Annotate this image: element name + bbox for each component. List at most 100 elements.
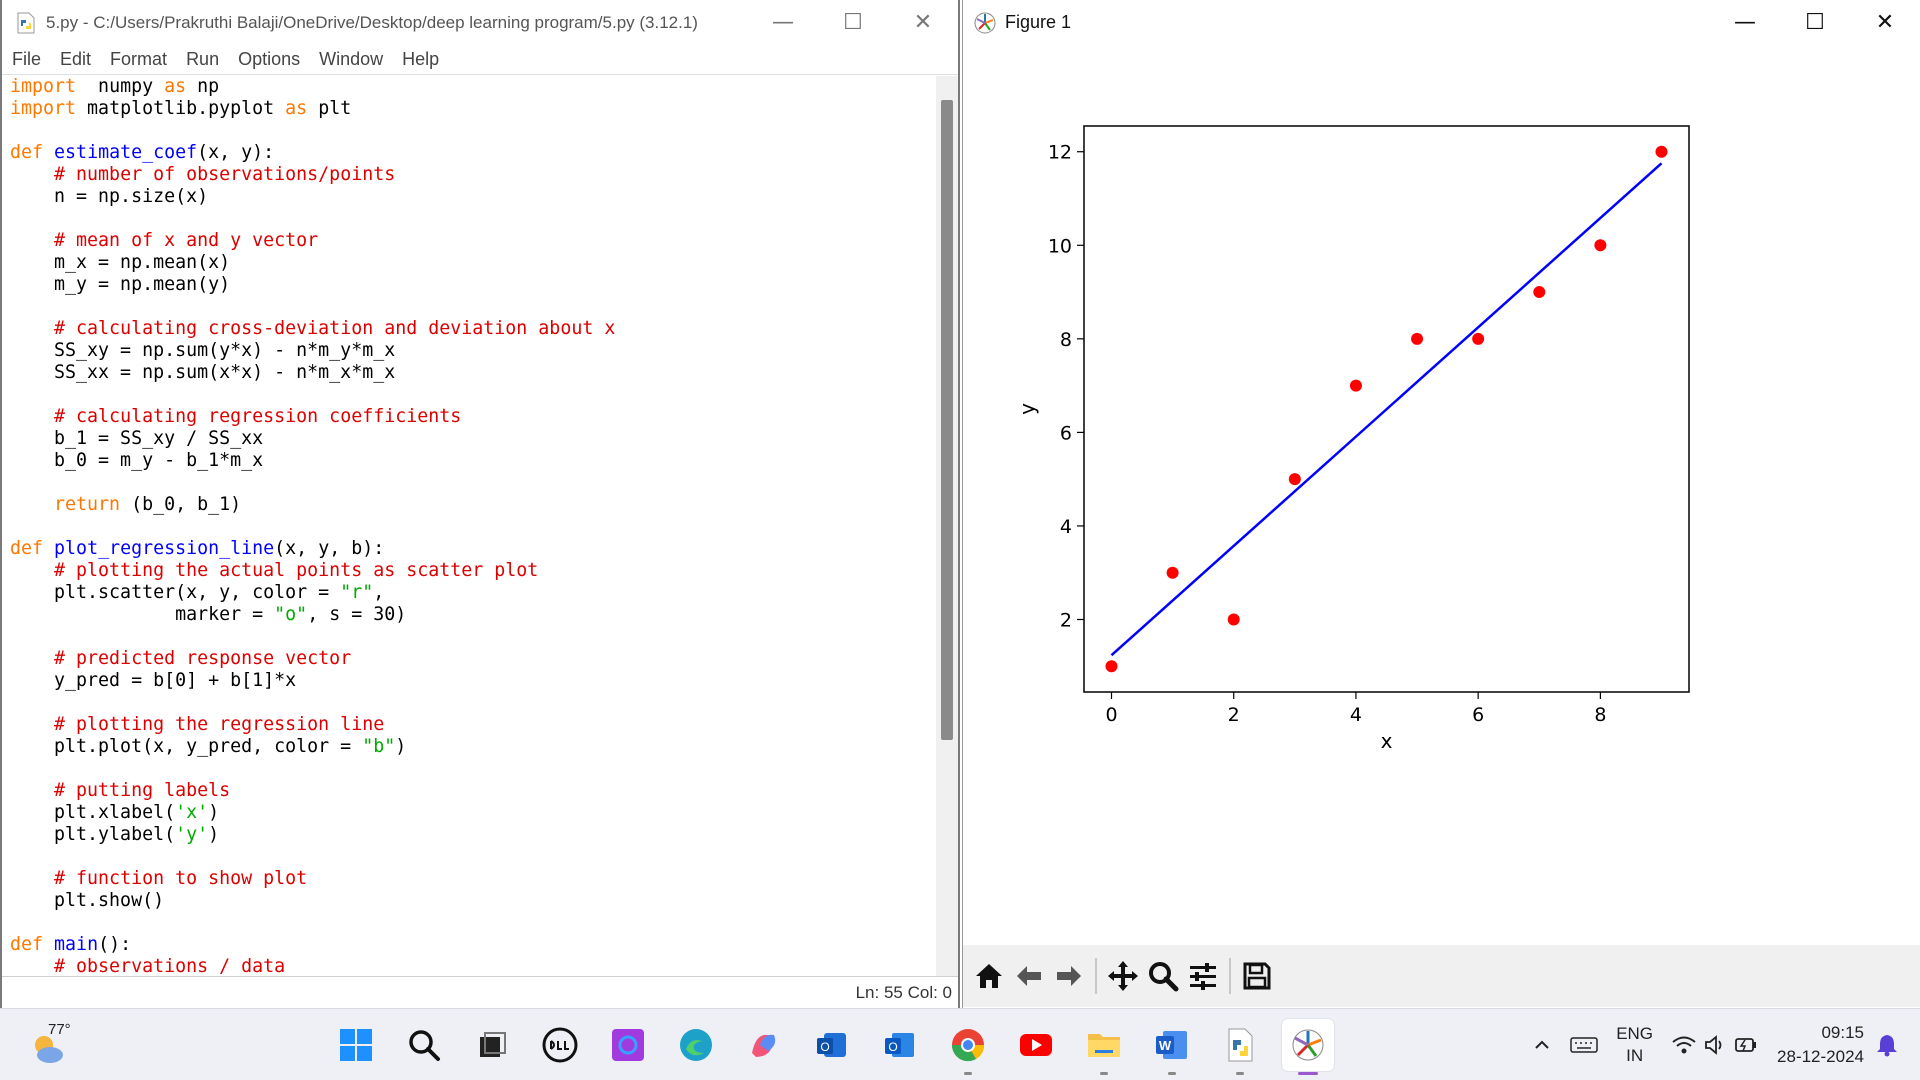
code-line[interactable]: plt.ylabel('y')	[8, 824, 936, 846]
code-line[interactable]	[8, 626, 936, 648]
code-line[interactable]	[8, 472, 936, 494]
code-line[interactable]: return (b_0, b_1)	[8, 494, 936, 516]
code-line[interactable]: b_1 = SS_xy / SS_xx	[8, 428, 936, 450]
configure-subplots-button[interactable]	[1183, 954, 1223, 998]
code-line[interactable]: n = np.size(x)	[8, 186, 936, 208]
language-indicator[interactable]: ENG IN	[1616, 1023, 1653, 1067]
code-line[interactable]: import numpy as np	[8, 76, 936, 98]
dell-app-button[interactable]	[534, 1019, 586, 1071]
code-line[interactable]: # calculating cross-deviation and deviat…	[8, 318, 936, 340]
code-line[interactable]: # function to show plot	[8, 868, 936, 890]
word-button[interactable]: W	[1146, 1019, 1198, 1075]
code-editor[interactable]: import numpy as np import matplotlib.pypl…	[8, 76, 936, 976]
code-token: # number of observations/points	[54, 164, 396, 185]
code-token: plot_regression_line	[54, 538, 275, 559]
notifications-button[interactable]	[1876, 1033, 1898, 1057]
code-line[interactable]: m_y = np.mean(y)	[8, 274, 936, 296]
code-line[interactable]	[8, 120, 936, 142]
idle-python-button[interactable]	[1214, 1019, 1266, 1075]
code-line[interactable]: # calculating regression coefficients	[8, 406, 936, 428]
code-line[interactable]	[8, 384, 936, 406]
youtube-button[interactable]	[1010, 1019, 1062, 1071]
figure-maximize-button[interactable]: ☐	[1805, 10, 1825, 35]
plot-canvas[interactable]: 0 2 4 6 8 2 4 6 8 10 12 x y	[963, 45, 1920, 945]
file-explorer-button[interactable]	[1078, 1019, 1130, 1075]
menu-options[interactable]: Options	[238, 49, 301, 69]
code-line[interactable]	[8, 846, 936, 868]
menu-help[interactable]: Help	[402, 49, 440, 69]
language-region: IN	[1626, 1046, 1644, 1065]
code-line[interactable]	[8, 208, 936, 230]
menu-window[interactable]: Window	[319, 49, 384, 69]
show-hidden-icons-button[interactable]	[1532, 1035, 1552, 1055]
menu-run[interactable]: Run	[186, 49, 220, 69]
code-line[interactable]: b_0 = m_y - b_1*m_x	[8, 450, 936, 472]
start-button[interactable]	[330, 1019, 382, 1071]
back-button[interactable]	[1009, 954, 1049, 998]
arrow-left-icon	[1017, 966, 1041, 986]
chrome-button[interactable]	[942, 1019, 994, 1075]
menu-format[interactable]: Format	[110, 49, 168, 69]
code-line[interactable]: y_pred = b[0] + b[1]*x	[8, 670, 936, 692]
minimize-button[interactable]: —	[772, 10, 794, 35]
clock-time: 09:15	[1821, 1023, 1864, 1042]
scrollbar-thumb[interactable]	[941, 100, 953, 740]
code-line[interactable]: # mean of x and y vector	[8, 230, 936, 252]
code-line[interactable]: def plot_regression_line(x, y, b):	[8, 538, 936, 560]
figure-close-button[interactable]: ✕	[1875, 10, 1895, 35]
outlook-new-button[interactable]: O	[806, 1019, 858, 1071]
outlook-button[interactable]: O	[874, 1019, 926, 1071]
figure-titlebar[interactable]: Figure 1 — ☐ ✕	[963, 0, 1920, 45]
save-figure-button[interactable]	[1237, 954, 1277, 998]
code-line[interactable]: SS_xy = np.sum(y*x) - n*m_y*m_x	[8, 340, 936, 362]
code-line[interactable]: marker = "o", s = 30)	[8, 604, 936, 626]
code-line[interactable]	[8, 758, 936, 780]
code-line[interactable]: plt.plot(x, y_pred, color = "b")	[8, 736, 936, 758]
code-token: import	[10, 98, 77, 119]
home-button[interactable]	[969, 954, 1009, 998]
code-line[interactable]: # number of observations/points	[8, 164, 936, 186]
editor-titlebar[interactable]: 5.py - C:/Users/Prakruthi Balaji/OneDriv…	[2, 0, 958, 45]
close-button[interactable]: ✕	[913, 10, 933, 35]
code-line[interactable]: import matplotlib.pyplot as plt	[8, 98, 936, 120]
code-token: import	[10, 76, 77, 97]
code-line[interactable]	[8, 692, 936, 714]
bell-icon	[1877, 1035, 1897, 1057]
weather-widget[interactable]: 77°	[28, 1021, 88, 1067]
keyboard-button[interactable]	[1570, 1035, 1598, 1055]
maximize-button[interactable]: ☐	[843, 10, 863, 35]
running-indicator	[964, 1072, 972, 1075]
code-line[interactable]: plt.scatter(x, y, color = "r",	[8, 582, 936, 604]
menu-edit[interactable]: Edit	[60, 49, 92, 69]
purple-app-button[interactable]	[602, 1019, 654, 1071]
copilot-button[interactable]	[738, 1019, 790, 1071]
code-line[interactable]: # plotting the actual points as scatter …	[8, 560, 936, 582]
code-line[interactable]: m_x = np.mean(x)	[8, 252, 936, 274]
code-line[interactable]: # observations / data	[8, 956, 936, 976]
edge-browser-button[interactable]	[670, 1019, 722, 1071]
code-line[interactable]: def estimate_coef(x, y):	[8, 142, 936, 164]
editor-scrollbar[interactable]	[936, 76, 958, 976]
code-token: )	[208, 824, 220, 845]
clock[interactable]: 09:15 28-12-2024	[1777, 1021, 1864, 1069]
code-line[interactable]: # putting labels	[8, 780, 936, 802]
code-token: as	[164, 76, 187, 97]
zoom-button[interactable]	[1143, 954, 1183, 998]
figure-minimize-button[interactable]: —	[1734, 10, 1756, 35]
code-line[interactable]: # predicted response vector	[8, 648, 936, 670]
forward-button[interactable]	[1049, 954, 1089, 998]
code-line[interactable]	[8, 296, 936, 318]
search-button[interactable]	[398, 1019, 450, 1071]
code-line[interactable]: SS_xx = np.sum(x*x) - n*m_x*m_x	[8, 362, 936, 384]
menu-file[interactable]: File	[12, 49, 42, 69]
matplotlib-figure-button[interactable]	[1282, 1019, 1334, 1075]
code-line[interactable]: plt.xlabel('x')	[8, 802, 936, 824]
code-line[interactable]: plt.show()	[8, 890, 936, 912]
code-line[interactable]	[8, 516, 936, 538]
code-line[interactable]	[8, 912, 936, 934]
pan-button[interactable]	[1103, 954, 1143, 998]
code-line[interactable]: # plotting the regression line	[8, 714, 936, 736]
code-line[interactable]: def main():	[8, 934, 936, 956]
network-volume-battery-group[interactable]	[1671, 1034, 1759, 1056]
task-view-button[interactable]	[466, 1019, 518, 1071]
